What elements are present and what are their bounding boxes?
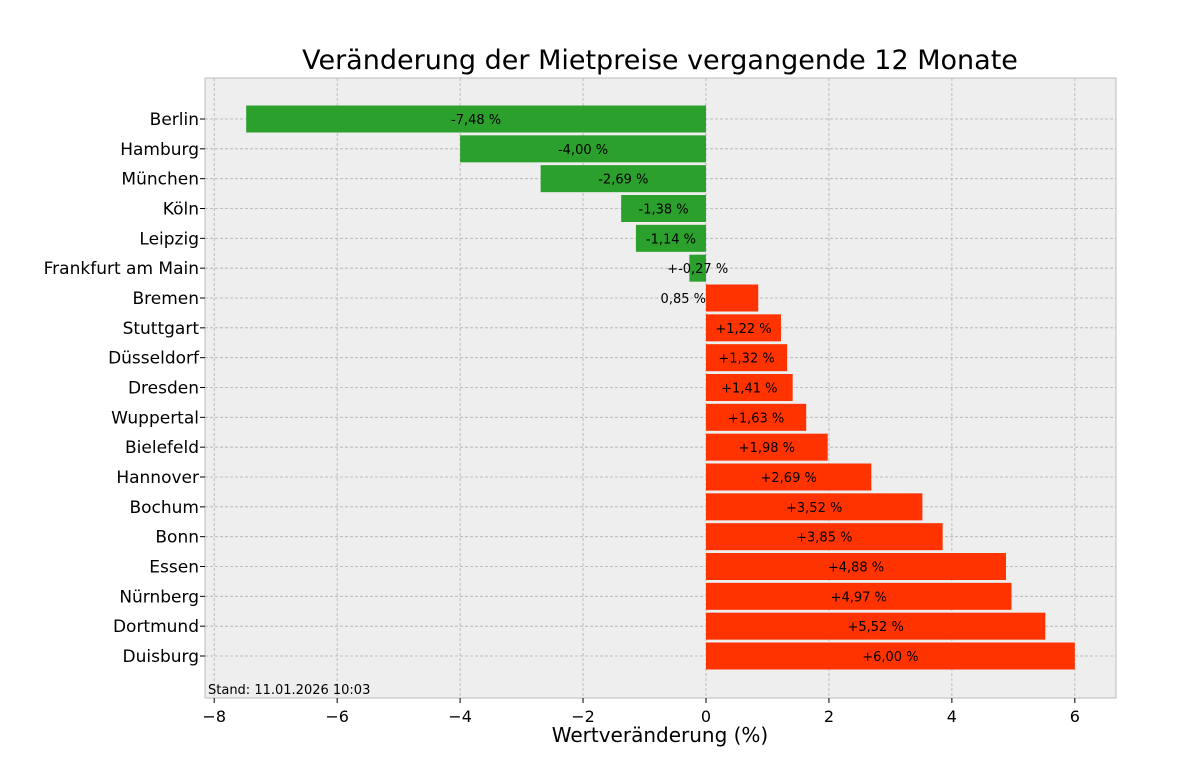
y-tick-label: Köln — [163, 200, 199, 220]
data-label: +3,85 % — [796, 531, 852, 546]
bar — [705, 612, 1046, 640]
y-tick-label: Dresden — [128, 379, 199, 399]
data-label: -7,48 % — [451, 113, 501, 128]
x-tick-label: −8 — [202, 707, 226, 726]
data-label: +4,88 % — [828, 561, 884, 576]
bar — [705, 493, 923, 521]
bar — [705, 553, 1006, 580]
bar — [705, 523, 943, 551]
bar — [705, 642, 1075, 670]
y-tick-label: Düsseldorf — [108, 349, 200, 369]
y-tick-label: Hannover — [116, 468, 199, 488]
data-label: -2,69 % — [598, 173, 648, 188]
bar — [540, 165, 706, 193]
y-tick-label: Leipzig — [139, 229, 199, 249]
y-tick-label: Bonn — [155, 528, 199, 548]
y-tick-label: München — [121, 170, 199, 190]
data-label: +1,98 % — [739, 441, 795, 456]
y-tick-label: Bochum — [129, 498, 199, 518]
data-label: +-0,27 % — [667, 262, 728, 277]
x-tick-label: −6 — [325, 707, 349, 726]
x-tick-label: −2 — [571, 707, 595, 726]
y-tick-label: Frankfurt am Main — [44, 259, 199, 279]
bar — [705, 463, 872, 491]
data-label: +2,69 % — [761, 471, 817, 486]
y-tick-label: Hamburg — [120, 140, 199, 160]
y-tick-label: Stuttgart — [123, 319, 200, 339]
timestamp-annotation: Stand: 11.01.2026 10:03 — [208, 683, 370, 698]
y-tick-label: Berlin — [150, 110, 199, 130]
y-tick-label: Dortmund — [113, 617, 199, 637]
chart-title: Veränderung der Mietpreise vergangende 1… — [302, 45, 1018, 76]
bar — [705, 344, 788, 372]
x-tick-label: −4 — [448, 707, 472, 726]
bar — [705, 374, 793, 401]
data-label: +1,63 % — [728, 411, 784, 426]
bar — [705, 314, 781, 342]
x-tick-label: 4 — [947, 707, 957, 726]
bar — [621, 195, 706, 222]
data-label: +6,00 % — [862, 650, 918, 665]
bar — [635, 224, 706, 252]
data-label: +5,52 % — [847, 620, 903, 635]
data-label: +3,52 % — [786, 501, 842, 516]
y-tick-label: Nürnberg — [119, 587, 199, 607]
bar — [689, 254, 706, 282]
bar — [705, 433, 828, 461]
y-tick-label: Bielefeld — [125, 438, 199, 458]
y-tick-label: Essen — [149, 558, 199, 578]
y-tick-label: Wuppertal — [111, 408, 199, 428]
x-tick-label: 0 — [701, 707, 711, 726]
data-label: -1,14 % — [646, 232, 696, 247]
x-tick-label: 6 — [1070, 707, 1080, 726]
bar — [705, 284, 759, 312]
data-label: 0,85 % — [661, 292, 706, 307]
data-label: -4,00 % — [558, 143, 608, 158]
y-tick-label: Duisburg — [123, 647, 200, 667]
data-label: +1,22 % — [715, 322, 771, 337]
bar — [705, 403, 807, 431]
bar — [246, 105, 706, 133]
bar — [705, 582, 1012, 610]
x-tick-label: 2 — [824, 707, 834, 726]
data-label: +4,97 % — [831, 590, 887, 605]
bar — [460, 135, 706, 163]
y-tick-label: Bremen — [132, 289, 199, 309]
data-label: +1,41 % — [721, 382, 777, 397]
data-label: +1,32 % — [718, 352, 774, 367]
x-axis-label: Wertveränderung (%) — [552, 723, 769, 747]
data-label: -1,38 % — [639, 203, 689, 218]
